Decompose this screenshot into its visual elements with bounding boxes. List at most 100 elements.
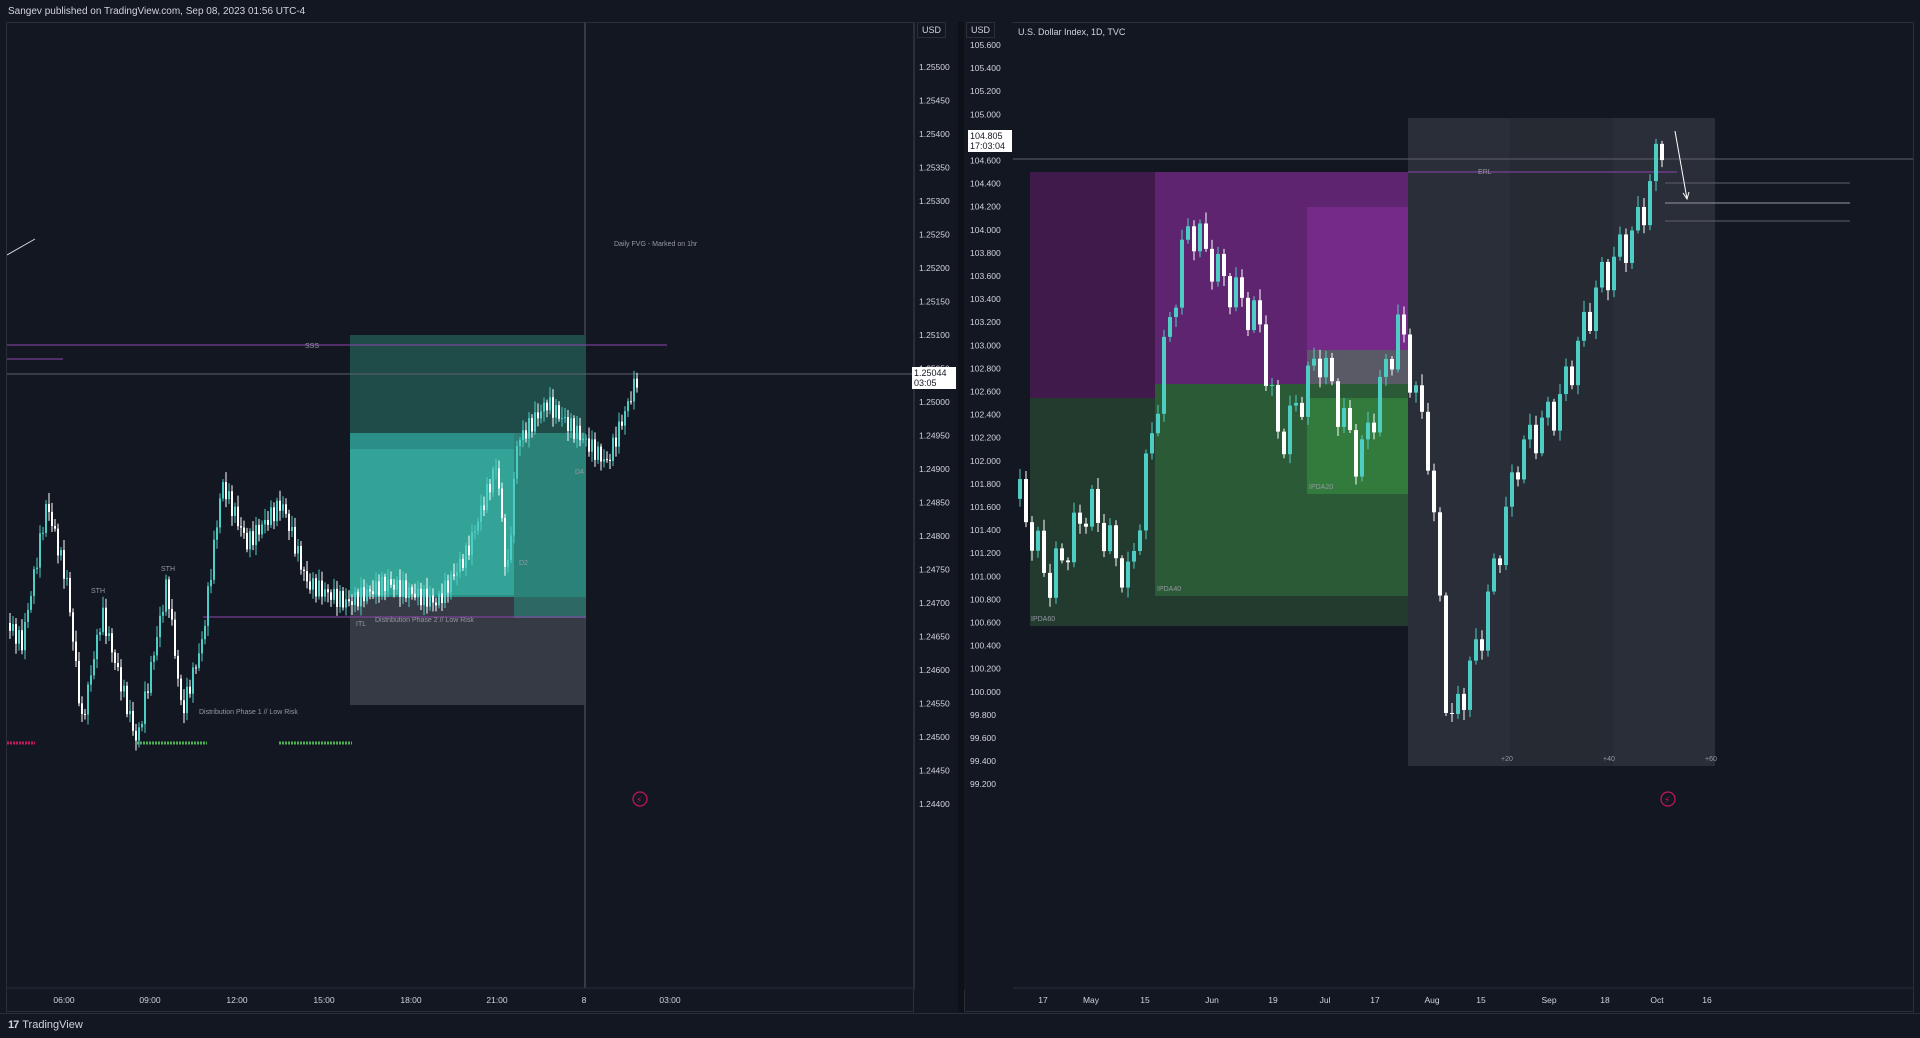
price-tick: 100.600 (970, 618, 1001, 628)
left-chart-pane[interactable]: Daily FVG - Marked on 1hr SSS STH STH IT… (6, 22, 914, 1012)
right-price-axis[interactable]: USD 105.600105.400105.200105.000104.8001… (964, 22, 1012, 990)
price-tick: 103.400 (970, 294, 1001, 304)
candle-body (384, 576, 386, 592)
candle-body (1198, 223, 1202, 252)
candle-body (588, 438, 590, 452)
candle-body (495, 468, 497, 470)
candle-body (261, 524, 263, 535)
candle-body (636, 378, 638, 388)
candle-body (114, 652, 116, 663)
candle-body (315, 578, 317, 597)
price-tick: 103.600 (970, 271, 1001, 281)
candle-body (348, 599, 350, 602)
candle-body (1618, 234, 1622, 257)
candle-body (1042, 530, 1046, 573)
candle-body (1150, 433, 1154, 454)
candle-body (1120, 558, 1124, 588)
candle-body (558, 405, 560, 419)
price-tick: 1.25300 (919, 196, 950, 206)
candle-body (603, 459, 605, 462)
candle-body (381, 576, 383, 596)
left-currency-badge[interactable]: USD (917, 22, 947, 38)
left-price-axis[interactable]: USD 1.25500 1.25450 1.25400 1.25350 1.25300 1… (912, 22, 960, 990)
candle-body (1342, 407, 1346, 427)
candle-body (474, 531, 476, 533)
candle-body (87, 684, 89, 715)
right-last-price: 104.805 (970, 131, 1003, 141)
price-tick: 1.24550 (919, 699, 950, 709)
candle-body (486, 484, 488, 511)
candle-body (333, 588, 335, 600)
candle-body (237, 506, 239, 527)
candle-body (555, 405, 557, 418)
distribution-2-label: Distribution Phase 2 // Low Risk (375, 617, 474, 624)
candle-body (528, 418, 530, 439)
candle-body (282, 504, 284, 511)
lightning-icon-right[interactable]: ⚡ (1660, 791, 1676, 807)
candle-body (288, 513, 290, 531)
candle-body (1330, 357, 1334, 382)
right-currency-badge[interactable]: USD (966, 22, 996, 38)
candle-body (39, 533, 41, 568)
candle-body (444, 580, 446, 604)
time-tick: 17 (1038, 995, 1048, 1005)
left-chart-canvas[interactable]: Daily FVG - Marked on 1hr SSS STH STH IT… (7, 23, 914, 1012)
candle-body (24, 621, 26, 651)
right-chart-pane[interactable]: ERL IPDA60 IPDA40 IPDA20 +20 +40 +60 ⚡ 1… (964, 22, 1914, 1012)
candle-body (447, 580, 449, 593)
candle-body (195, 667, 197, 669)
lightning-icon[interactable]: ⚡ (632, 791, 648, 807)
candle-body (276, 500, 278, 522)
time-tick: 18 (1600, 995, 1610, 1005)
candle-body (435, 602, 437, 606)
price-tick: 101.200 (970, 548, 1001, 558)
candle-body (585, 438, 587, 440)
candle-body (51, 511, 53, 527)
left-time-axis: 06:00 09:00 12:00 15:00 18:00 21:00 8 03:00 (53, 995, 681, 1005)
candle-body (327, 589, 329, 593)
candle-body (369, 589, 371, 592)
candle-body (297, 545, 299, 554)
ipda20-label: IPDA20 (1309, 484, 1333, 491)
candle-body (300, 545, 302, 570)
candle-body (510, 535, 512, 561)
price-tick: 99.200 (970, 779, 996, 789)
price-tick: 1.25400 (919, 129, 950, 139)
candle-body (537, 412, 539, 419)
candle-body (1132, 550, 1136, 562)
price-tick: 1.25200 (919, 263, 950, 273)
candle-body (228, 491, 230, 500)
candle-body (60, 550, 62, 556)
right-chart-canvas[interactable]: ERL IPDA60 IPDA40 IPDA20 +20 +40 +60 ⚡ 1… (965, 23, 1914, 1012)
candle-body (168, 579, 170, 609)
candle-body (126, 685, 128, 715)
candle-body (1366, 422, 1370, 440)
candle-body (240, 526, 242, 528)
candle-body (324, 589, 326, 597)
price-tick: 99.800 (970, 710, 996, 720)
candle-body (135, 730, 137, 741)
candle-body (9, 623, 11, 631)
candle-body (267, 519, 269, 525)
price-tick: 101.800 (970, 479, 1001, 489)
price-tick: 102.400 (970, 410, 1001, 420)
candle-body (504, 517, 506, 567)
candle-body (540, 411, 542, 419)
candle-body (177, 655, 179, 679)
candle-body (1426, 411, 1430, 471)
candle-body (255, 524, 257, 546)
tradingview-logo[interactable]: 17 TradingView (8, 1019, 83, 1031)
candle-body (492, 469, 494, 493)
pane-separator[interactable] (958, 22, 964, 1012)
candle-body (1180, 239, 1184, 308)
time-tick: 15:00 (313, 995, 335, 1005)
candle-body (1438, 512, 1442, 596)
candle-body (156, 637, 158, 656)
candle-body (531, 418, 533, 432)
candle-body (342, 590, 344, 608)
price-tick: 101.000 (970, 571, 1001, 581)
candle-body (1516, 472, 1520, 480)
candle-body (165, 579, 167, 612)
candle-body (591, 439, 593, 452)
candle-body (225, 482, 227, 500)
